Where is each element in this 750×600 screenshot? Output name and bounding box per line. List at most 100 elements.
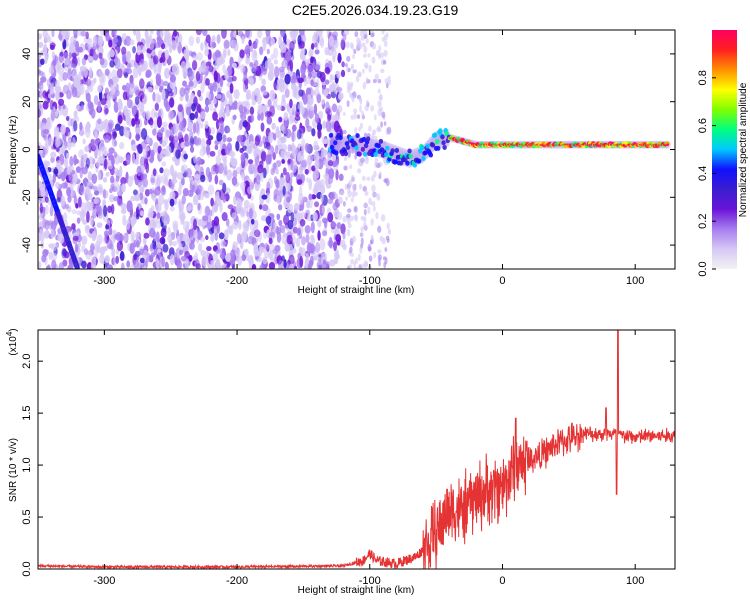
heatmap-cell [236,203,243,215]
heatmap-cell [70,63,76,69]
heatmap-cell [196,52,203,62]
heatmap-cell [315,78,320,90]
heatmap-cell [371,56,376,64]
heatmap-cell [120,234,125,241]
heatmap-cell [208,209,213,217]
heatmap-cell [309,105,315,111]
heatmap-cell [81,57,87,66]
heatmap-cell [71,86,78,98]
heatmap-cell [335,135,341,154]
heatmap-cell [104,230,109,237]
heatmap-cell [135,127,141,134]
heatmap-cell [314,64,321,71]
heatmap-cell [84,145,90,153]
heatmap-cell [378,138,384,144]
heatmap-cell [322,230,328,237]
heatmap-cell [63,52,69,60]
heatmap-cell [195,163,201,172]
heatmap-cell [150,58,154,70]
heatmap-cell [416,158,422,164]
heatmap-cell [278,219,283,227]
heatmap-cell [206,138,212,146]
heatmap-cell [260,111,264,122]
heatmap-cell [286,234,293,245]
heatmap-cell [352,53,355,60]
heatmap-cell [377,100,382,108]
heatmap-cell [239,49,245,59]
heatmap-cell [338,135,343,141]
heatmap-cell [205,166,211,178]
heatmap-cell [259,264,265,269]
heatmap-cell [342,215,347,223]
heatmap-cell [156,242,163,249]
heatmap-cell [217,162,225,175]
heatmap-cell [305,233,310,244]
heatmap-cell [145,217,150,226]
heatmap-cell [363,260,369,269]
heatmap-y-ticks: -40 -20 0 20 40 [21,48,675,253]
heatmap-cell [287,219,294,230]
heatmap-cell [102,188,107,199]
heatmap-cell [360,146,366,152]
heatmap-cell [345,196,348,201]
heatmap-cell [310,234,315,241]
heatmap-cell [343,156,348,161]
heatmap-cell [58,108,63,116]
colorbar [712,30,737,269]
heatmap-cell [254,229,261,238]
heatmap-cell [282,232,287,238]
heatmap-cell [222,241,228,247]
heatmap-cell [266,48,270,55]
heatmap-cell [137,203,142,211]
heatmap-cell [169,206,175,212]
heatmap-cell [160,127,165,133]
heatmap-cell [420,145,425,151]
heatmap-cell [325,120,332,132]
heatmap-cell [268,261,276,269]
heatmap-cell [286,203,294,214]
heatmap-cell [251,264,257,269]
heatmap-cell [226,137,233,143]
heatmap-cell [185,50,190,62]
heatmap-cell [160,30,164,39]
heatmap-cell [131,153,136,165]
heatmap-cell [256,94,262,105]
heatmap-cell [260,122,265,132]
heatmap-cell [109,90,116,100]
heatmap-cell [381,111,386,119]
heatmap-cell [41,217,47,229]
heatmap-cell [290,211,295,223]
heatmap-cell [188,70,194,82]
heatmap-cell [104,255,111,264]
heatmap-cell [314,49,320,55]
heatmap-cell [358,264,362,269]
heatmap-cell [75,166,81,174]
heatmap-cell [217,149,222,157]
heatmap-cell [126,68,133,75]
snr-x-ticks: -300 -200 -100 0 100 [93,330,644,587]
heatmap-cell [297,102,304,111]
heatmap-cell [214,61,219,71]
heatmap-cell [148,207,154,219]
heatmap-cell [141,63,147,72]
heatmap-cell [139,248,144,256]
heatmap-cell [55,146,60,152]
heatmap-cell [173,252,178,263]
heatmap-cell [67,139,72,151]
heatmap-cell [44,143,49,156]
x-tick-label: 0 [499,575,505,587]
heatmap-cell [237,134,244,142]
heatmap-cell [289,40,295,52]
heatmap-cell [162,80,169,87]
heatmap-cell [425,143,430,149]
heatmap-cell [161,237,166,245]
heatmap-cell [342,112,346,117]
heatmap-cell [210,259,215,266]
heatmap-cell [64,203,70,209]
heatmap-cell [40,76,47,83]
heatmap-cell [54,79,60,89]
heatmap-cell [48,251,54,261]
snr-x-label: Height of straight line (km) [298,585,415,596]
heatmap-cell [230,39,237,49]
heatmap-cell [276,213,281,221]
